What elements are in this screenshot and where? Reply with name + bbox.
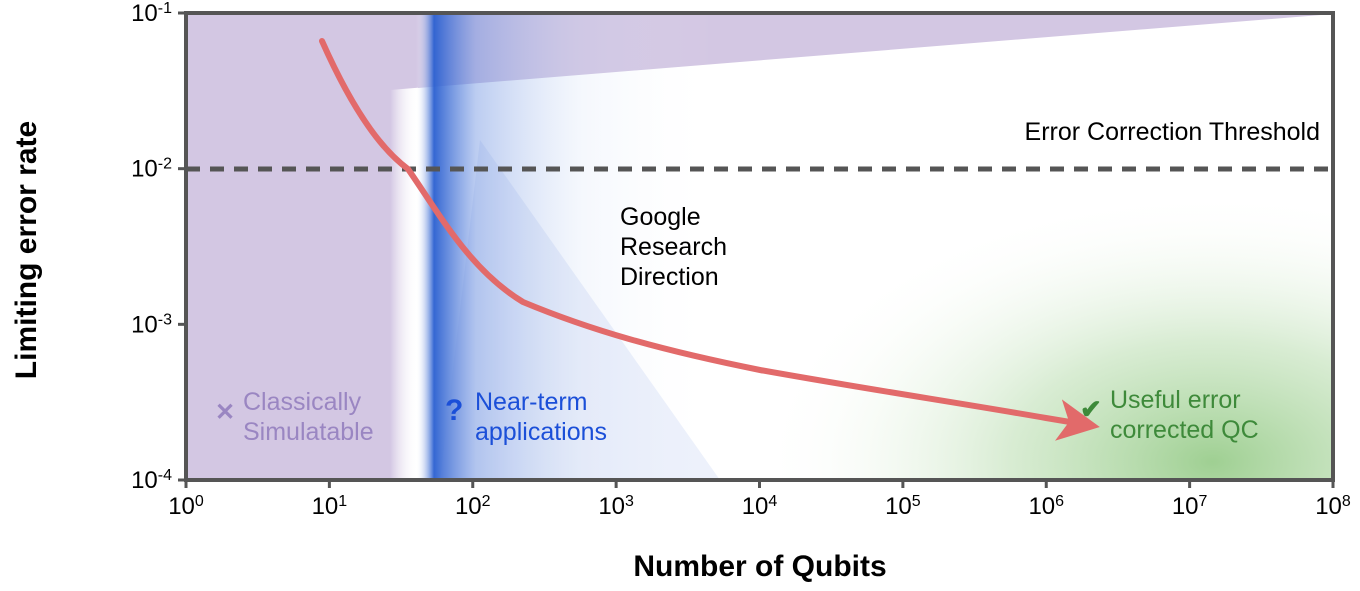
useful-marker: ✔	[1080, 394, 1102, 424]
useful-label-1: Useful error	[1110, 386, 1241, 414]
x-ticks: 100 101 102 103 104 105 106 107 108	[168, 480, 1351, 520]
svg-text:106: 106	[1028, 493, 1064, 521]
classical-label-1: Classically	[243, 388, 362, 416]
svg-text:100: 100	[168, 493, 204, 521]
chart-container: 100 101 102 103 104 105 106 107 108 10-4 10-3 10-2…	[0, 0, 1360, 591]
curve-label-3: Direction	[620, 263, 719, 291]
svg-text:10-3: 10-3	[131, 311, 172, 339]
nearterm-label-1: Near-term	[475, 388, 588, 416]
svg-text:101: 101	[312, 493, 348, 521]
svg-text:10-2: 10-2	[131, 155, 172, 183]
classical-marker: ✕	[215, 399, 235, 426]
svg-text:102: 102	[455, 493, 491, 521]
nearterm-label-2: applications	[475, 418, 607, 446]
nearterm-marker: ?	[445, 394, 463, 427]
y-ticks: 10-4 10-3 10-2 10-1	[131, 0, 186, 494]
svg-text:10-4: 10-4	[131, 467, 172, 495]
svg-text:10-1: 10-1	[131, 0, 172, 27]
x-axis-label: Number of Qubits	[633, 550, 886, 583]
svg-text:108: 108	[1315, 493, 1351, 521]
y-axis-label: Limiting error rate	[10, 121, 43, 379]
useful-label-2: corrected QC	[1110, 416, 1259, 444]
curve-label-2: Research	[620, 233, 727, 261]
chart-svg: 100 101 102 103 104 105 106 107 108 10-4 10-3 10-2…	[0, 0, 1360, 591]
svg-text:104: 104	[742, 493, 778, 521]
svg-text:107: 107	[1172, 493, 1208, 521]
curve-label-1: Google	[620, 203, 701, 231]
svg-text:103: 103	[598, 493, 634, 521]
threshold-label: Error Correction Threshold	[1025, 118, 1320, 146]
classical-label-2: Simulatable	[243, 418, 374, 446]
svg-text:105: 105	[885, 493, 921, 521]
